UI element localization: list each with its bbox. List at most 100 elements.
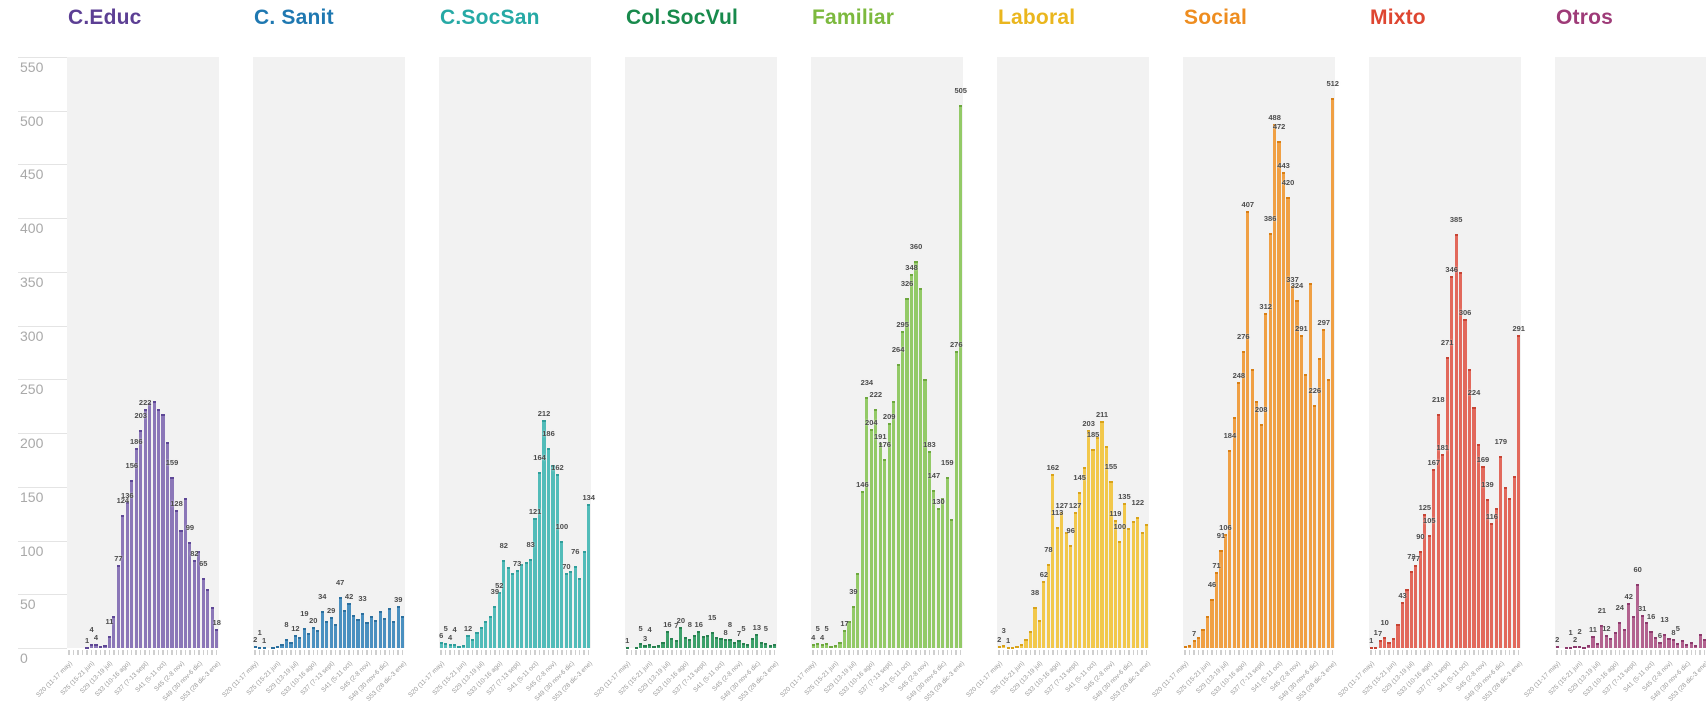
bar-laboral-week-29 xyxy=(1127,527,1131,648)
x-axis-tick xyxy=(578,650,581,655)
x-axis-tick xyxy=(697,650,700,655)
bar-value-label: 5 xyxy=(443,623,448,633)
x-axis-tick xyxy=(1065,650,1067,655)
bar-value-label: 60 xyxy=(1633,564,1642,574)
bar-familiar-week-33 xyxy=(959,105,963,648)
bar-laboral-week-11 xyxy=(1046,564,1050,648)
x-axis-tick xyxy=(68,650,70,655)
bar-value-label: 29 xyxy=(327,605,336,615)
bar-mixto-week-2 xyxy=(1378,640,1382,648)
bar-social-week-13 xyxy=(1241,351,1245,648)
x-axis-tick xyxy=(675,650,678,655)
x-axis-tick xyxy=(316,650,319,655)
x-axis-tick xyxy=(453,650,456,655)
bar-c-educ-week-29 xyxy=(197,551,201,648)
bar-value-label: 13 xyxy=(752,623,762,633)
x-axis-tick xyxy=(1677,650,1679,655)
plot-area-c-educ xyxy=(67,57,219,648)
x-axis-tick xyxy=(928,650,931,655)
bar-value-label: 167 xyxy=(1427,457,1441,467)
bar-otros-week-4 xyxy=(1573,645,1577,648)
bar-value-label: 156 xyxy=(125,461,139,471)
x-axis-tick xyxy=(1618,650,1621,655)
x-axis-tick xyxy=(1473,650,1475,655)
x-axis-tick xyxy=(1087,650,1090,655)
x-axis-tick xyxy=(1287,650,1289,655)
bar-value-label: 119 xyxy=(1109,509,1122,519)
x-axis-tick xyxy=(565,650,568,655)
bar-value-label: 16 xyxy=(663,619,672,629)
x-axis-tick xyxy=(215,650,218,655)
x-axis-tick xyxy=(1318,650,1321,655)
panel-c-sanit: C. Sanit 2 1 1 8 12 19 20 34 29 47 42 33 39 S20 (11-17… xyxy=(221,0,407,717)
bar-otros-week-22 xyxy=(1653,637,1658,648)
x-axis-tick xyxy=(1132,650,1135,655)
x-axis-tick xyxy=(729,650,731,655)
x-axis-tick xyxy=(198,650,200,655)
bar-familiar-week-32 xyxy=(954,351,958,648)
bar-mixto-week-17 xyxy=(1445,356,1449,648)
bar-laboral-week-33 xyxy=(1145,524,1149,648)
y-axis-gridline xyxy=(18,218,67,220)
x-axis-tick xyxy=(648,650,651,655)
y-axis-tick-label: 450 xyxy=(20,166,44,183)
bar-social-week-11 xyxy=(1232,416,1236,648)
bar-c-educ-week-20 xyxy=(157,409,161,648)
bar-c-socsan-week-21 xyxy=(533,517,537,648)
x-axis-tick xyxy=(485,650,487,655)
x-axis-tick xyxy=(543,650,545,655)
x-axis-tick xyxy=(1056,650,1059,655)
bar-value-label: 16 xyxy=(1646,611,1656,621)
bar-otros-week-7 xyxy=(1586,644,1591,648)
bar-laboral-week-28 xyxy=(1122,502,1126,648)
bar-value-label: 183 xyxy=(923,440,936,450)
y-axis-tick-label: 200 xyxy=(20,435,44,452)
x-axis-tick xyxy=(1587,650,1590,655)
bar-mixto-week-0 xyxy=(1369,646,1373,649)
bar-laboral-week-27 xyxy=(1118,540,1122,648)
bar-social-week-5 xyxy=(1205,615,1210,648)
bar-value-label: 52 xyxy=(495,581,504,591)
x-axis-tick xyxy=(888,650,890,655)
x-axis-tick xyxy=(303,650,306,655)
bar-col-socvul-week-21 xyxy=(719,638,723,648)
bar-value-label: 184 xyxy=(1223,431,1237,441)
bar-c-socsan-week-22 xyxy=(537,471,542,648)
x-axis-tick xyxy=(175,650,178,655)
bar-value-label: 127 xyxy=(1055,500,1069,510)
bar-value-label: 33 xyxy=(358,593,367,603)
x-axis-tick xyxy=(308,650,310,655)
x-axis-tick xyxy=(1560,650,1563,655)
bar-c-socsan-week-17 xyxy=(515,569,519,648)
x-axis-tick xyxy=(843,650,846,655)
bar-value-label: 127 xyxy=(1068,500,1082,510)
bar-value-label: 1 xyxy=(1568,627,1573,637)
y-axis-tick-label: 550 xyxy=(20,59,44,75)
bar-mixto-week-16 xyxy=(1441,453,1445,648)
bar-c-educ-week-4 xyxy=(85,646,89,649)
bar-col-socvul-week-23 xyxy=(728,639,732,648)
plot-area-otros xyxy=(1555,57,1706,648)
bar-col-socvul-week-20 xyxy=(715,637,719,648)
x-axis-tick xyxy=(583,650,585,655)
bar-value-label: 224 xyxy=(1467,388,1481,398)
x-axis-tick xyxy=(955,650,957,655)
bar-col-socvul-week-16 xyxy=(697,630,701,648)
bar-c-socsan-week-3 xyxy=(453,643,457,648)
bar-c-sanit-week-12 xyxy=(307,632,311,648)
x-axis-tick xyxy=(769,650,771,655)
bar-col-socvul-week-11 xyxy=(674,640,678,648)
x-axis-tick xyxy=(534,650,536,655)
x-axis-tick xyxy=(1605,650,1608,655)
bar-value-label: 208 xyxy=(1254,405,1268,415)
bar-value-label: 70 xyxy=(562,561,571,571)
x-axis-tick xyxy=(1123,650,1126,655)
bar-laboral-week-16 xyxy=(1069,544,1073,648)
bar-value-label: 8 xyxy=(723,628,728,638)
bar-laboral-week-25 xyxy=(1109,481,1113,648)
x-axis-tick xyxy=(1229,650,1231,655)
bar-value-label: 122 xyxy=(1131,497,1145,507)
bar-laboral-week-14 xyxy=(1060,511,1064,648)
bar-value-label: 385 xyxy=(1449,215,1463,225)
bar-otros-week-2 xyxy=(1564,646,1568,649)
